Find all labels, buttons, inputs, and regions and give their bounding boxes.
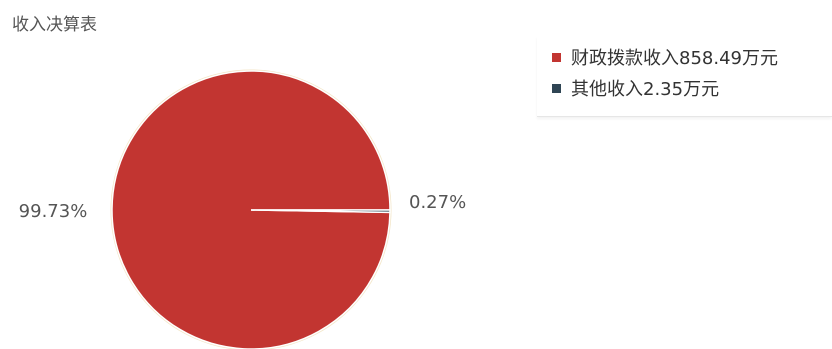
legend-label-fiscal-appropriation: 财政拨款收入858.49万元 bbox=[571, 48, 778, 69]
pie-slices bbox=[110, 69, 392, 349]
legend-item-other-income[interactable]: 其他收入2.35万元 bbox=[552, 76, 719, 100]
legend-item-fiscal-appropriation[interactable]: 财政拨款收入858.49万元 bbox=[552, 45, 778, 69]
legend-swatch-other-income bbox=[552, 83, 561, 93]
legend-label-other-income: 其他收入2.35万元 bbox=[571, 79, 720, 100]
chart-title: 收入决算表 bbox=[12, 15, 97, 35]
legend: 财政拨款收入858.49万元 其他收入2.35万元 bbox=[537, 36, 832, 117]
pie-slice-other-income[interactable] bbox=[250, 209, 391, 214]
pie-slice-labels: 99.73% 0.27% bbox=[19, 192, 467, 222]
slice-label-other-income: 0.27% bbox=[409, 192, 466, 213]
legend-swatch-fiscal-appropriation bbox=[552, 52, 561, 62]
slice-label-fiscal-appropriation: 99.73% bbox=[19, 201, 88, 222]
